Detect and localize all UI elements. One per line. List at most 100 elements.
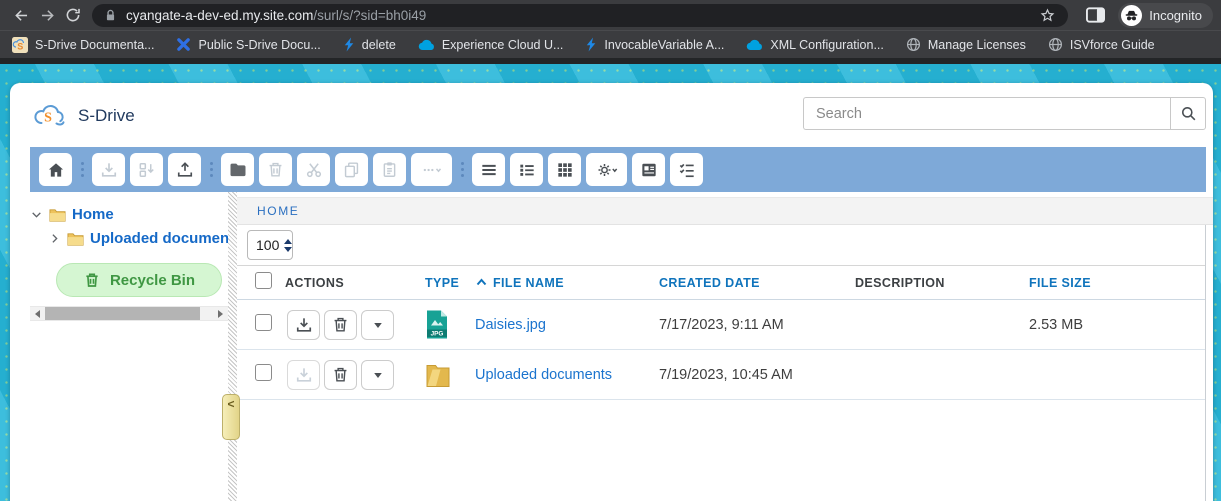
bookmark-isvforce-guide[interactable]: ISVforce Guide <box>1048 37 1155 52</box>
side-panel-icon[interactable] <box>1082 2 1108 28</box>
item-detail-icon <box>641 163 656 176</box>
row-download-button[interactable] <box>287 309 320 340</box>
page-title: S-Drive <box>78 106 135 125</box>
bookmark-s-drive-documenta[interactable]: S S-Drive Documenta... <box>12 36 155 53</box>
column-header-file-size[interactable]: FILE SIZE <box>1025 276 1205 290</box>
step-down-icon[interactable] <box>284 246 293 252</box>
file-name-link[interactable]: Daisies.jpg <box>475 316 546 333</box>
download-icon <box>296 367 311 382</box>
globe-icon <box>1048 37 1062 52</box>
sdrive-icon: S <box>12 36 28 53</box>
bolt-icon <box>587 37 596 52</box>
bookmark-invocablevariable-a[interactable]: InvocableVariable A... <box>585 37 724 52</box>
search-input[interactable] <box>803 97 1170 130</box>
row-more-button[interactable] <box>361 309 394 340</box>
cloud-icon <box>418 39 434 51</box>
chevron-down-icon[interactable] <box>30 208 43 221</box>
column-label: TYPE <box>425 275 460 290</box>
column-header-file-name[interactable]: FILE NAME <box>471 276 655 290</box>
tree-horizontal-scrollbar[interactable] <box>30 306 228 321</box>
row-checkbox[interactable] <box>255 363 272 381</box>
row-type-cell: JPG <box>421 310 471 339</box>
bookmark-delete[interactable]: delete <box>343 37 396 52</box>
column-label: FILE SIZE <box>1029 275 1091 290</box>
bookmark-label: S-Drive Documenta... <box>35 37 155 52</box>
row-checkbox[interactable] <box>255 313 272 331</box>
page-size-row: 100 <box>237 225 1205 266</box>
row-more-button[interactable] <box>361 359 394 390</box>
step-up-icon[interactable] <box>284 238 293 244</box>
delete-icon <box>334 367 347 382</box>
incognito-icon <box>1121 4 1143 26</box>
grid-view-button[interactable] <box>548 153 581 186</box>
column-header-type[interactable]: TYPE <box>421 276 471 290</box>
list-view-button[interactable] <box>472 153 505 186</box>
bookmark-label: ISVforce Guide <box>1069 37 1155 52</box>
recycle-bin-button[interactable]: Recycle Bin <box>56 263 222 297</box>
bookmark-label: XML Configuration... <box>770 37 884 52</box>
breadcrumb-home[interactable]: HOME <box>257 204 300 218</box>
scrollbar-thumb[interactable] <box>45 307 200 320</box>
globe-icon <box>906 37 920 52</box>
column-header-created-date[interactable]: CREATED DATE <box>655 276 851 290</box>
table-body: JPG Daisies.jpg 7/17/2023, 9:11 AM 2.53 MB U… <box>237 300 1205 400</box>
detail-view-icon <box>519 164 534 176</box>
refresh-button[interactable] <box>60 2 86 28</box>
svg-text:S: S <box>17 41 23 51</box>
bookmark-star-icon[interactable] <box>1039 7 1056 24</box>
new-folder-button[interactable] <box>221 153 254 186</box>
tree-item-label: Uploaded documents <box>90 230 228 247</box>
trash-icon <box>83 271 101 289</box>
page-size-stepper[interactable]: 100 <box>247 230 293 260</box>
chevron-right-icon[interactable] <box>48 232 61 245</box>
column-label: ACTIONS <box>285 275 345 290</box>
scrollbar-track[interactable] <box>45 307 213 320</box>
recycle-bin-label: Recycle Bin <box>109 271 196 289</box>
bookmarks-bar: S S-Drive Documenta... Public S-Drive Docu… <box>0 30 1221 58</box>
incognito-badge[interactable]: Incognito <box>1118 2 1213 28</box>
select-mode-icon <box>679 163 694 177</box>
lock-icon <box>104 8 117 23</box>
select-all-checkbox[interactable] <box>255 271 272 289</box>
collapse-tree-handle[interactable]: < <box>222 394 240 440</box>
row-delete-button[interactable] <box>324 359 357 390</box>
back-button[interactable] <box>8 2 34 28</box>
caret-down-icon <box>373 372 382 378</box>
select-mode-button[interactable] <box>670 153 703 186</box>
folder-tree: Home Uploaded documents Recycle Bin <box>30 192 228 501</box>
upload-button[interactable] <box>168 153 201 186</box>
search-button[interactable] <box>1170 97 1206 130</box>
item-detail-button[interactable] <box>632 153 665 186</box>
settings-button[interactable] <box>586 153 627 186</box>
row-type-cell <box>421 363 471 387</box>
tree-item-home[interactable]: Home <box>30 203 228 226</box>
paste-icon <box>383 162 396 177</box>
row-download-button <box>287 359 320 390</box>
jpg-file-icon: JPG <box>427 310 447 339</box>
detail-view-button[interactable] <box>510 153 543 186</box>
panel-divider[interactable]: < <box>222 192 240 501</box>
app-header: S S-Drive <box>10 83 1213 147</box>
sdrive-panel: S S-Drive Home Uploaded documents <box>10 83 1213 501</box>
row-delete-button[interactable] <box>324 309 357 340</box>
header-checkbox-cell <box>237 271 281 294</box>
delete-icon <box>334 317 347 332</box>
breadcrumb[interactable]: HOME <box>237 197 1213 225</box>
bookmark-manage-licenses[interactable]: Manage Licenses <box>906 37 1026 52</box>
multi-download-icon <box>139 162 154 177</box>
bookmark-public-s-drive-docu[interactable]: Public S-Drive Docu... <box>176 37 321 52</box>
file-name-link[interactable]: Uploaded documents <box>475 366 613 383</box>
tree-item-uploaded-documents[interactable]: Uploaded documents <box>30 227 228 250</box>
bookmark-experience-cloud-u[interactable]: Experience Cloud U... <box>418 38 563 52</box>
toolbar-separator <box>458 162 466 177</box>
cut-icon <box>306 162 321 177</box>
home-button[interactable] <box>39 153 72 186</box>
forward-button[interactable] <box>34 2 60 28</box>
bookmark-xml-configuration[interactable]: XML Configuration... <box>746 37 884 52</box>
stepper-arrows[interactable] <box>284 238 293 252</box>
scroll-right-icon[interactable] <box>213 307 228 320</box>
scroll-left-icon[interactable] <box>30 307 45 320</box>
settings-icon <box>598 163 617 176</box>
folder-icon <box>67 232 84 246</box>
address-bar[interactable]: cyangate-a-dev-ed.my.site.com/surl/s/?si… <box>92 3 1069 27</box>
